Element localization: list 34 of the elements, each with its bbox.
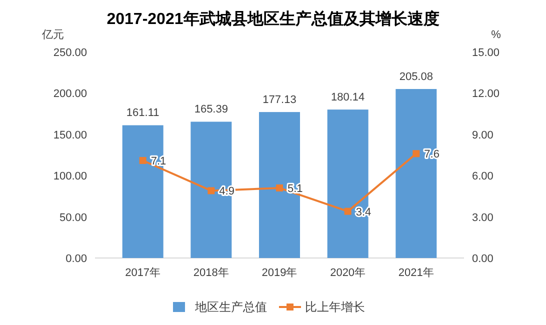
y-tick-label: 0.00 — [66, 253, 87, 265]
point — [412, 150, 420, 158]
x-tick-label: 2020年 — [330, 267, 366, 279]
x-tick-label: 2021年 — [398, 267, 434, 279]
y2-tick-label: 3.00 — [472, 212, 494, 224]
data-label: 177.13 — [262, 94, 296, 106]
y-axis-title: 亿元 — [41, 29, 64, 41]
y2-tick-label: 6.00 — [472, 170, 494, 183]
y2-tick-label: 12.00 — [472, 88, 500, 100]
y-tick-label: 200.00 — [53, 88, 87, 100]
x-tick-label: 2019年 — [262, 267, 298, 279]
chart-title: 2017-2021年武城县地区生产总值及其增长速度 — [106, 9, 440, 28]
x-tick-label: 2018年 — [193, 267, 229, 279]
legend-label: 地区生产总值 — [194, 300, 267, 314]
y2-axis-title: % — [491, 29, 502, 41]
y-tick-label: 100.00 — [53, 170, 87, 183]
y-tick-label: 150.00 — [53, 129, 87, 142]
bar — [190, 122, 232, 258]
y2-tick-label: 15.00 — [472, 47, 500, 59]
point — [344, 208, 352, 215]
y-tick-label: 50.00 — [59, 212, 87, 224]
data-label: 161.11 — [126, 107, 160, 120]
legend-label: 比上年增长 — [305, 300, 365, 314]
point — [208, 187, 215, 194]
data-label: 165.39 — [194, 104, 228, 116]
data-label: 180.14 — [331, 92, 365, 104]
data-label: 205.08 — [399, 71, 433, 84]
y-tick-label: 250.00 — [53, 47, 87, 59]
y2-tick-label: 9.00 — [472, 129, 494, 142]
point — [276, 184, 283, 192]
y2-tick-label: 0.00 — [472, 253, 494, 265]
point — [139, 156, 146, 164]
x-tick-label: 2017年 — [125, 267, 161, 279]
bar — [396, 89, 437, 258]
